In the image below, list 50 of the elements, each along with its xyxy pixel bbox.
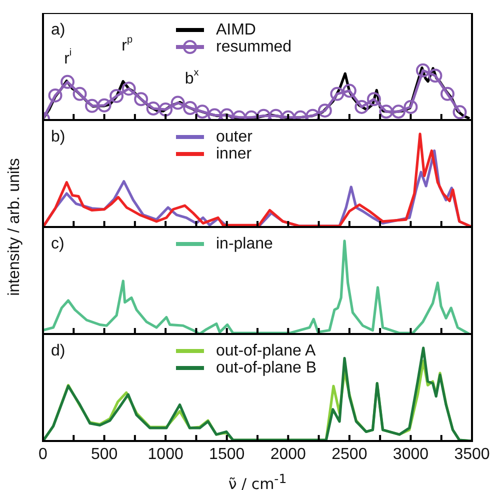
point: [366, 92, 381, 106]
x-tick-label: 500: [90, 446, 118, 464]
point: [318, 104, 332, 118]
point: [60, 74, 75, 89]
x-tick-label: 1500: [209, 446, 245, 464]
legend-label: resummed: [216, 38, 292, 56]
chart-title: c): [51, 235, 64, 252]
legend-label: outer: [216, 128, 254, 146]
point: [354, 100, 369, 114]
point: [146, 102, 160, 116]
point: [416, 63, 430, 78]
point: [97, 98, 112, 112]
legend-label: out-of-plane A: [216, 342, 316, 360]
point: [220, 108, 234, 120]
x-tick-label: 2500: [332, 446, 368, 464]
point: [195, 104, 210, 119]
point: [48, 88, 62, 102]
point: [122, 82, 136, 96]
point: [256, 108, 271, 120]
point: [452, 105, 467, 120]
point: [440, 86, 454, 101]
point: [85, 98, 100, 113]
point: [342, 84, 356, 98]
point: [428, 68, 442, 83]
chart-title: a): [51, 21, 66, 38]
point: [134, 92, 148, 106]
point: [404, 100, 418, 114]
point: [391, 104, 406, 119]
x-tick-label: 1000: [148, 446, 184, 464]
point: [72, 86, 87, 101]
x-tick-label: 0: [38, 446, 48, 464]
point: [183, 100, 198, 115]
x-tick-label: 3500: [454, 446, 490, 464]
chart-title: d): [51, 342, 66, 360]
y-axis-title: intensity / arb. units: [6, 158, 24, 296]
point: [158, 102, 173, 117]
point: [330, 86, 344, 101]
legend-label: out-of-plane B: [216, 359, 317, 376]
legend-label: AIMD: [216, 21, 256, 38]
point: [306, 108, 320, 120]
x-tick-label: 3000: [392, 446, 429, 464]
point: [379, 104, 394, 119]
point: [110, 88, 124, 103]
x-tick-label: 2000: [270, 446, 306, 464]
chart-title: b): [51, 128, 66, 146]
point: [170, 96, 185, 110]
point: [208, 108, 222, 120]
legend-label: inner: [216, 145, 252, 162]
point: [268, 108, 283, 120]
legend-label: in-plane: [216, 235, 274, 252]
